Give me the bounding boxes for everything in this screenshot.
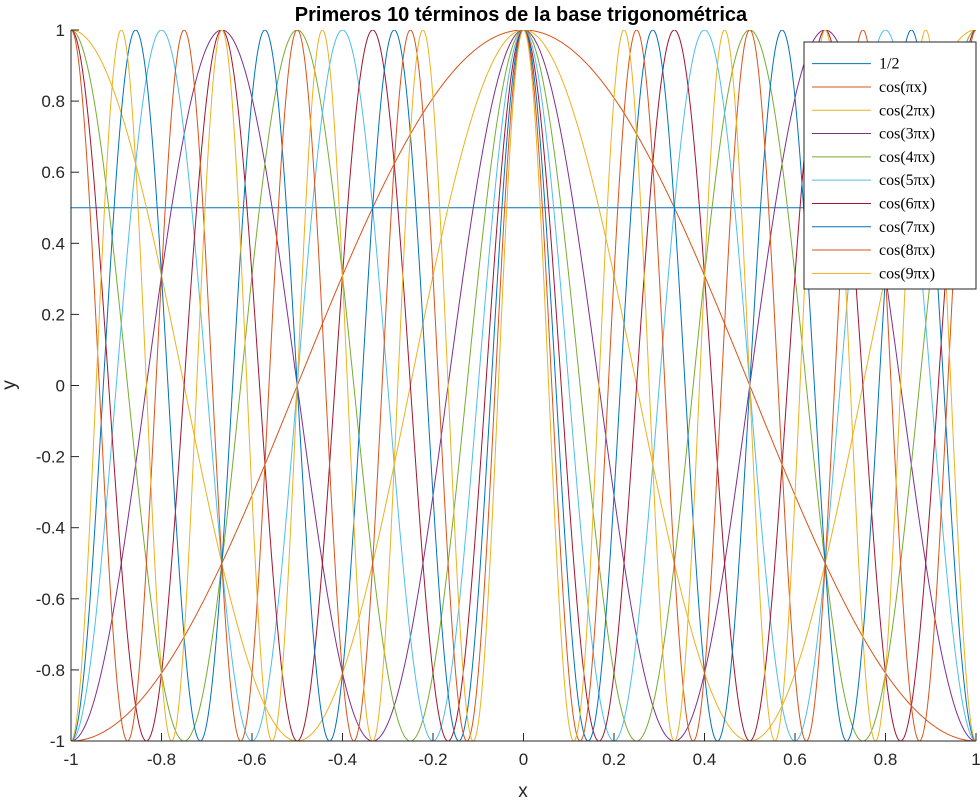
y-tick-label-8: 0.6 bbox=[41, 163, 65, 182]
y-tick-label-2: -0.6 bbox=[36, 590, 65, 609]
x-tick-label-2: -0.6 bbox=[237, 750, 266, 769]
legend-box bbox=[803, 41, 977, 290]
y-axis-label: y bbox=[0, 380, 20, 390]
x-tick-label-8: 0.6 bbox=[783, 750, 807, 769]
legend-label-1: 1/2 bbox=[879, 56, 899, 73]
y-tick-label-3: -0.4 bbox=[36, 519, 65, 538]
y-tick-label-10: 1 bbox=[56, 21, 65, 40]
x-tick-label-10: 1 bbox=[971, 750, 980, 769]
x-tick-label-6: 0.2 bbox=[602, 750, 626, 769]
x-tick-label-1: -0.8 bbox=[147, 750, 176, 769]
y-tick-label-6: 0.2 bbox=[41, 305, 65, 324]
legend-label-8: cos(7πx) bbox=[879, 219, 935, 236]
legend-label-4: cos(3πx) bbox=[879, 126, 935, 143]
legend-label-9: cos(8πx) bbox=[879, 242, 935, 259]
x-tick-label-9: 0.8 bbox=[874, 750, 898, 769]
x-tick-label-3: -0.4 bbox=[328, 750, 357, 769]
series-group bbox=[71, 30, 976, 741]
x-tick-label-0: -1 bbox=[63, 750, 78, 769]
y-tick-label-5: 0 bbox=[56, 377, 65, 396]
x-tick-label-4: -0.2 bbox=[418, 750, 447, 769]
y-tick-label-1: -0.8 bbox=[36, 661, 65, 680]
series-line-9 bbox=[71, 30, 976, 741]
series-line-10 bbox=[71, 30, 976, 741]
x-tick-label-5: 0 bbox=[519, 750, 528, 769]
y-tick-label-9: 0.8 bbox=[41, 92, 65, 111]
y-tick-label-0: -1 bbox=[50, 732, 65, 751]
legend-label-6: cos(5πx) bbox=[879, 172, 935, 189]
y-tick-label-4: -0.2 bbox=[36, 448, 65, 467]
legend-label-10: cos(9πx) bbox=[879, 265, 935, 282]
legend: 1/2 cos(πx) cos(2πx) cos(3πx) cos(4πx) cos(5π… bbox=[803, 41, 977, 290]
legend-label-7: cos(6πx) bbox=[879, 195, 935, 212]
y-tick-label-7: 0.4 bbox=[41, 234, 65, 253]
x-tick-label-7: 0.4 bbox=[693, 750, 717, 769]
axes: -1 -0.8 -0.6 -0.4 -0.2 0 0.2 0.4 0.6 0.8 1 -1 -0.8 -0… bbox=[36, 21, 980, 769]
legend-label-2: cos(πx) bbox=[879, 79, 927, 96]
x-axis-label: x bbox=[518, 781, 528, 801]
legend-label-3: cos(2πx) bbox=[879, 102, 935, 119]
legend-label-5: cos(4πx) bbox=[879, 149, 935, 166]
chart-title: Primeros 10 términos de la base trigonom… bbox=[295, 4, 748, 26]
